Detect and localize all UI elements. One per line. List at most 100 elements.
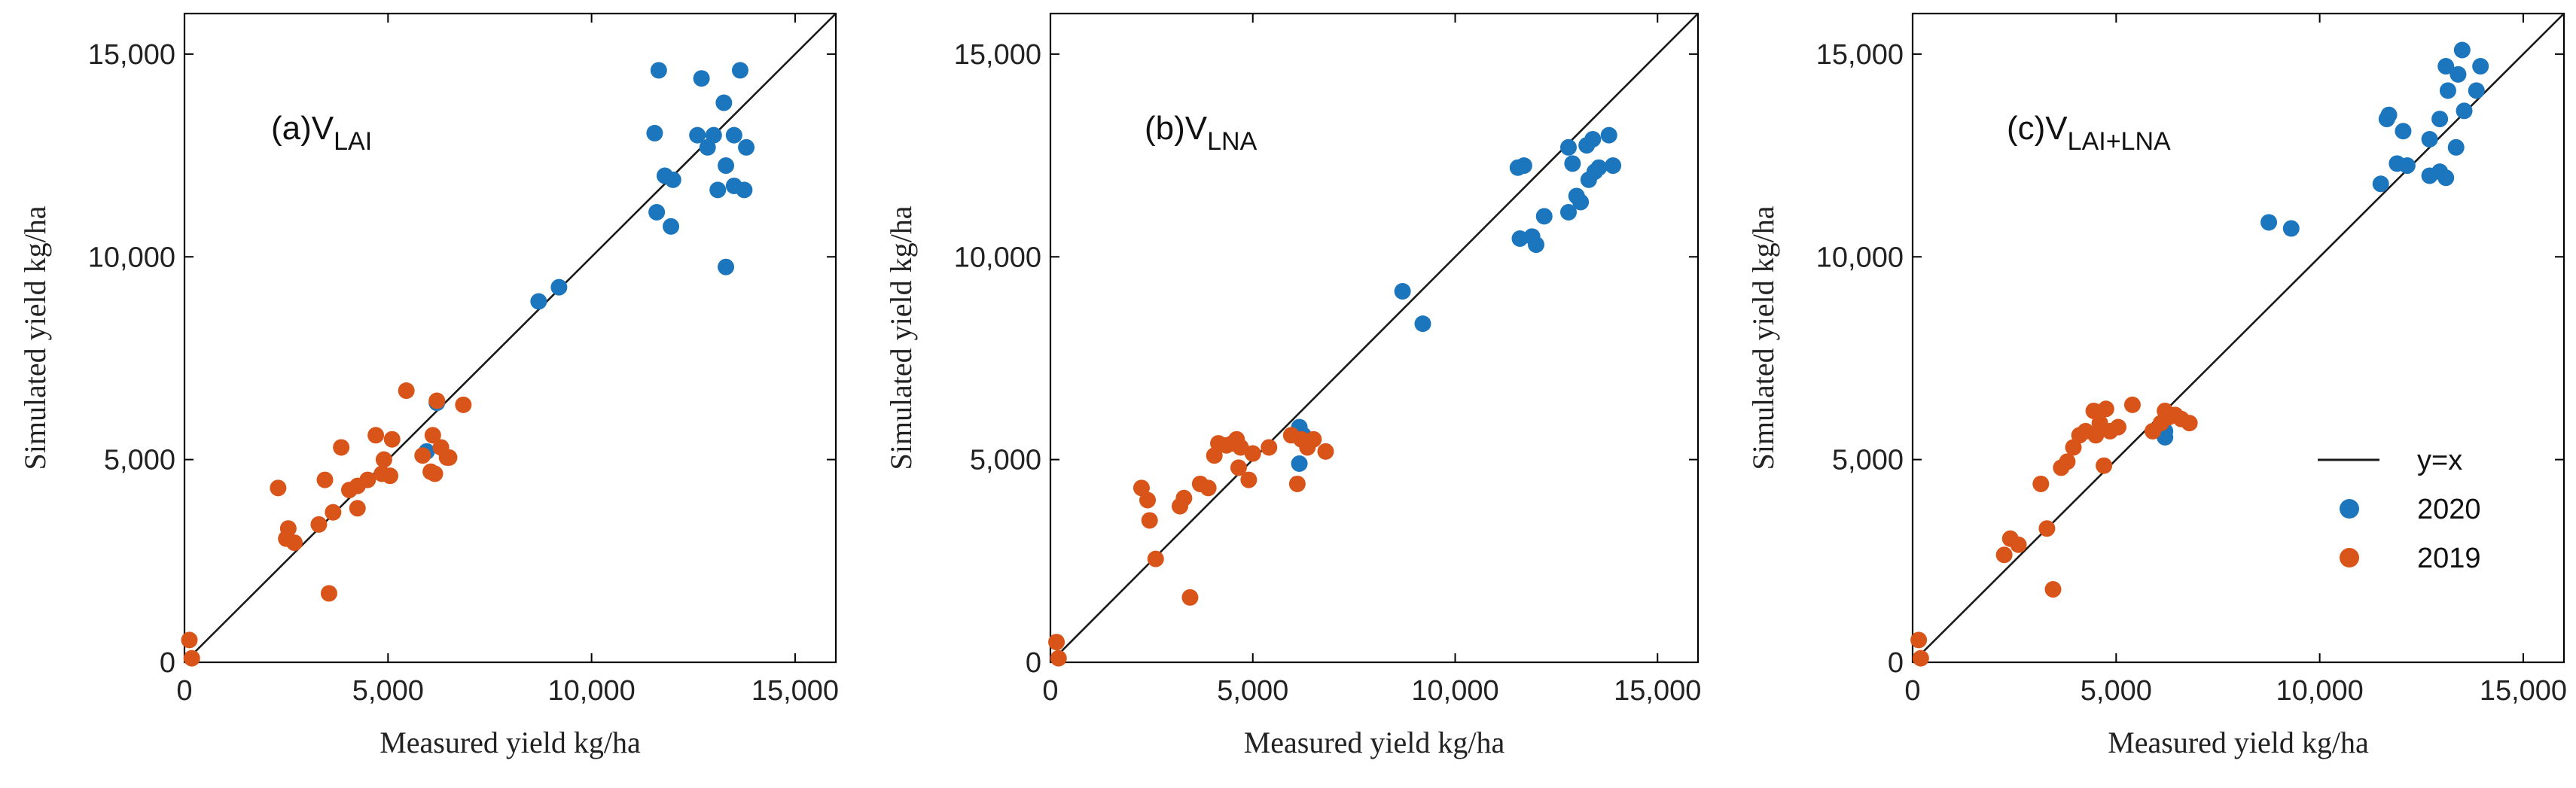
x-tick-label: 0 bbox=[176, 675, 192, 707]
data-point-2020 bbox=[2439, 82, 2456, 99]
data-point-2020 bbox=[2421, 131, 2438, 148]
x-tick-label: 15,000 bbox=[751, 675, 839, 707]
y-tick-label: 15,000 bbox=[88, 39, 175, 71]
data-point-2019 bbox=[1200, 479, 1217, 497]
x-tick-label: 5,000 bbox=[352, 675, 424, 707]
y-tick-label: 0 bbox=[1888, 647, 1904, 679]
data-point-2020 bbox=[664, 171, 681, 188]
y-axis-title: Simulated yield kg/ha bbox=[18, 205, 52, 470]
data-point-2020 bbox=[2380, 106, 2398, 123]
data-point-2019 bbox=[2032, 475, 2050, 492]
data-point-2019 bbox=[2110, 418, 2127, 436]
data-point-2019 bbox=[270, 479, 287, 497]
y-tick-label: 10,000 bbox=[1816, 242, 1904, 273]
data-point-2019 bbox=[1139, 491, 1156, 509]
data-point-2020 bbox=[2453, 41, 2471, 59]
data-point-2020 bbox=[1600, 126, 1617, 144]
legend-label-2019: 2019 bbox=[2417, 543, 2481, 574]
data-point-2019 bbox=[375, 451, 392, 468]
data-point-2019 bbox=[2123, 396, 2141, 413]
data-point-2020 bbox=[2449, 65, 2467, 83]
data-point-2019 bbox=[316, 471, 334, 488]
data-point-2019 bbox=[383, 431, 401, 448]
data-point-2019 bbox=[2010, 536, 2027, 553]
data-point-2020 bbox=[2472, 58, 2489, 75]
data-point-2020 bbox=[731, 62, 748, 79]
data-point-2020 bbox=[689, 126, 706, 144]
data-point-2019 bbox=[1050, 650, 1067, 667]
y-axis-title: Simulated yield kg/ha bbox=[884, 205, 918, 470]
data-point-2020 bbox=[1590, 159, 1608, 176]
data-point-2019 bbox=[455, 396, 472, 413]
data-point-2019 bbox=[1240, 471, 1258, 488]
panel-label-prefix: (b)V bbox=[1145, 110, 1208, 147]
data-point-2020 bbox=[2456, 102, 2473, 120]
data-point-2020 bbox=[699, 138, 716, 156]
data-point-2019 bbox=[382, 467, 399, 485]
data-point-2019 bbox=[2087, 427, 2105, 444]
panel-label: (c)VLAI+LNA bbox=[2007, 110, 2171, 156]
y-axis-title: Simulated yield kg/ha bbox=[1746, 205, 1780, 470]
axes-frame bbox=[1911, 12, 2565, 664]
y-tick-label: 15,000 bbox=[954, 39, 1041, 71]
data-point-2020 bbox=[1560, 203, 1577, 221]
data-point-2019 bbox=[1230, 459, 1247, 476]
data-point-2020 bbox=[2437, 58, 2455, 75]
data-point-2019 bbox=[325, 504, 342, 521]
data-point-2019 bbox=[441, 449, 458, 466]
panel-label: (a)VLAI bbox=[271, 110, 372, 156]
x-tick-label: 10,000 bbox=[1411, 675, 1498, 707]
reference-line-y-equals-x bbox=[184, 13, 837, 663]
panel-label-subscript: LNA bbox=[1207, 127, 1257, 156]
data-point-2019 bbox=[1048, 634, 1065, 651]
data-point-2019 bbox=[2181, 415, 2198, 432]
data-point-2019 bbox=[1288, 475, 1306, 492]
data-point-2019 bbox=[1147, 550, 1164, 567]
panel-label-subscript: LAI bbox=[334, 127, 372, 156]
data-point-2020 bbox=[2468, 82, 2485, 99]
data-point-2020 bbox=[1584, 131, 1602, 148]
y-tick-label: 15,000 bbox=[1816, 39, 1904, 71]
y-tick-label: 0 bbox=[1026, 647, 1041, 679]
y-tick-label: 10,000 bbox=[954, 242, 1041, 273]
data-point-2020 bbox=[1528, 236, 1544, 254]
data-point-2019 bbox=[2097, 400, 2114, 418]
data-point-2020 bbox=[725, 126, 742, 144]
data-point-2019 bbox=[310, 516, 328, 533]
data-point-2020 bbox=[663, 218, 680, 235]
data-point-2020 bbox=[718, 258, 735, 275]
data-point-2019 bbox=[2059, 453, 2076, 470]
data-point-2019 bbox=[428, 392, 446, 409]
panel-b: 0 5,000 10,000 15,000 0 5,000 10,000 15,000 Meas… bbox=[884, 12, 1701, 759]
data-point-2020 bbox=[530, 293, 547, 310]
data-point-2020 bbox=[1414, 315, 1431, 333]
data-point-2019 bbox=[1181, 589, 1199, 606]
x-axis-title: Measured yield kg/ha bbox=[1244, 726, 1505, 759]
data-point-2020 bbox=[2431, 163, 2449, 181]
x-tick-label: 10,000 bbox=[548, 675, 636, 707]
data-point-2020 bbox=[1572, 193, 1590, 211]
legend-label-line: y=x bbox=[2417, 445, 2462, 476]
legend-swatch-2019 bbox=[2340, 548, 2359, 567]
data-point-2019 bbox=[1141, 512, 1158, 529]
data-point-2020 bbox=[736, 181, 753, 199]
y-tick-label: 5,000 bbox=[1832, 445, 1904, 476]
y-tick-label: 0 bbox=[160, 647, 175, 679]
data-point-2020 bbox=[1535, 208, 1553, 225]
data-point-2019 bbox=[1244, 445, 1261, 462]
x-tick-label: 15,000 bbox=[1614, 675, 1701, 707]
data-point-2020 bbox=[709, 181, 727, 199]
data-point-2020 bbox=[715, 94, 733, 111]
x-tick-label: 5,000 bbox=[1217, 675, 1288, 707]
data-point-2019 bbox=[2038, 520, 2056, 537]
data-point-2019 bbox=[333, 439, 350, 456]
data-point-2019 bbox=[424, 427, 441, 444]
data-point-2020 bbox=[718, 157, 735, 175]
data-point-2019 bbox=[414, 447, 431, 464]
data-point-2020 bbox=[550, 278, 568, 296]
x-axis-title: Measured yield kg/ha bbox=[2108, 726, 2369, 759]
series-2020 bbox=[2157, 41, 2489, 446]
legend: y=x 2020 2019 bbox=[2318, 445, 2481, 574]
data-point-2020 bbox=[2431, 111, 2449, 128]
y-tick-label: 5,000 bbox=[970, 445, 1041, 476]
